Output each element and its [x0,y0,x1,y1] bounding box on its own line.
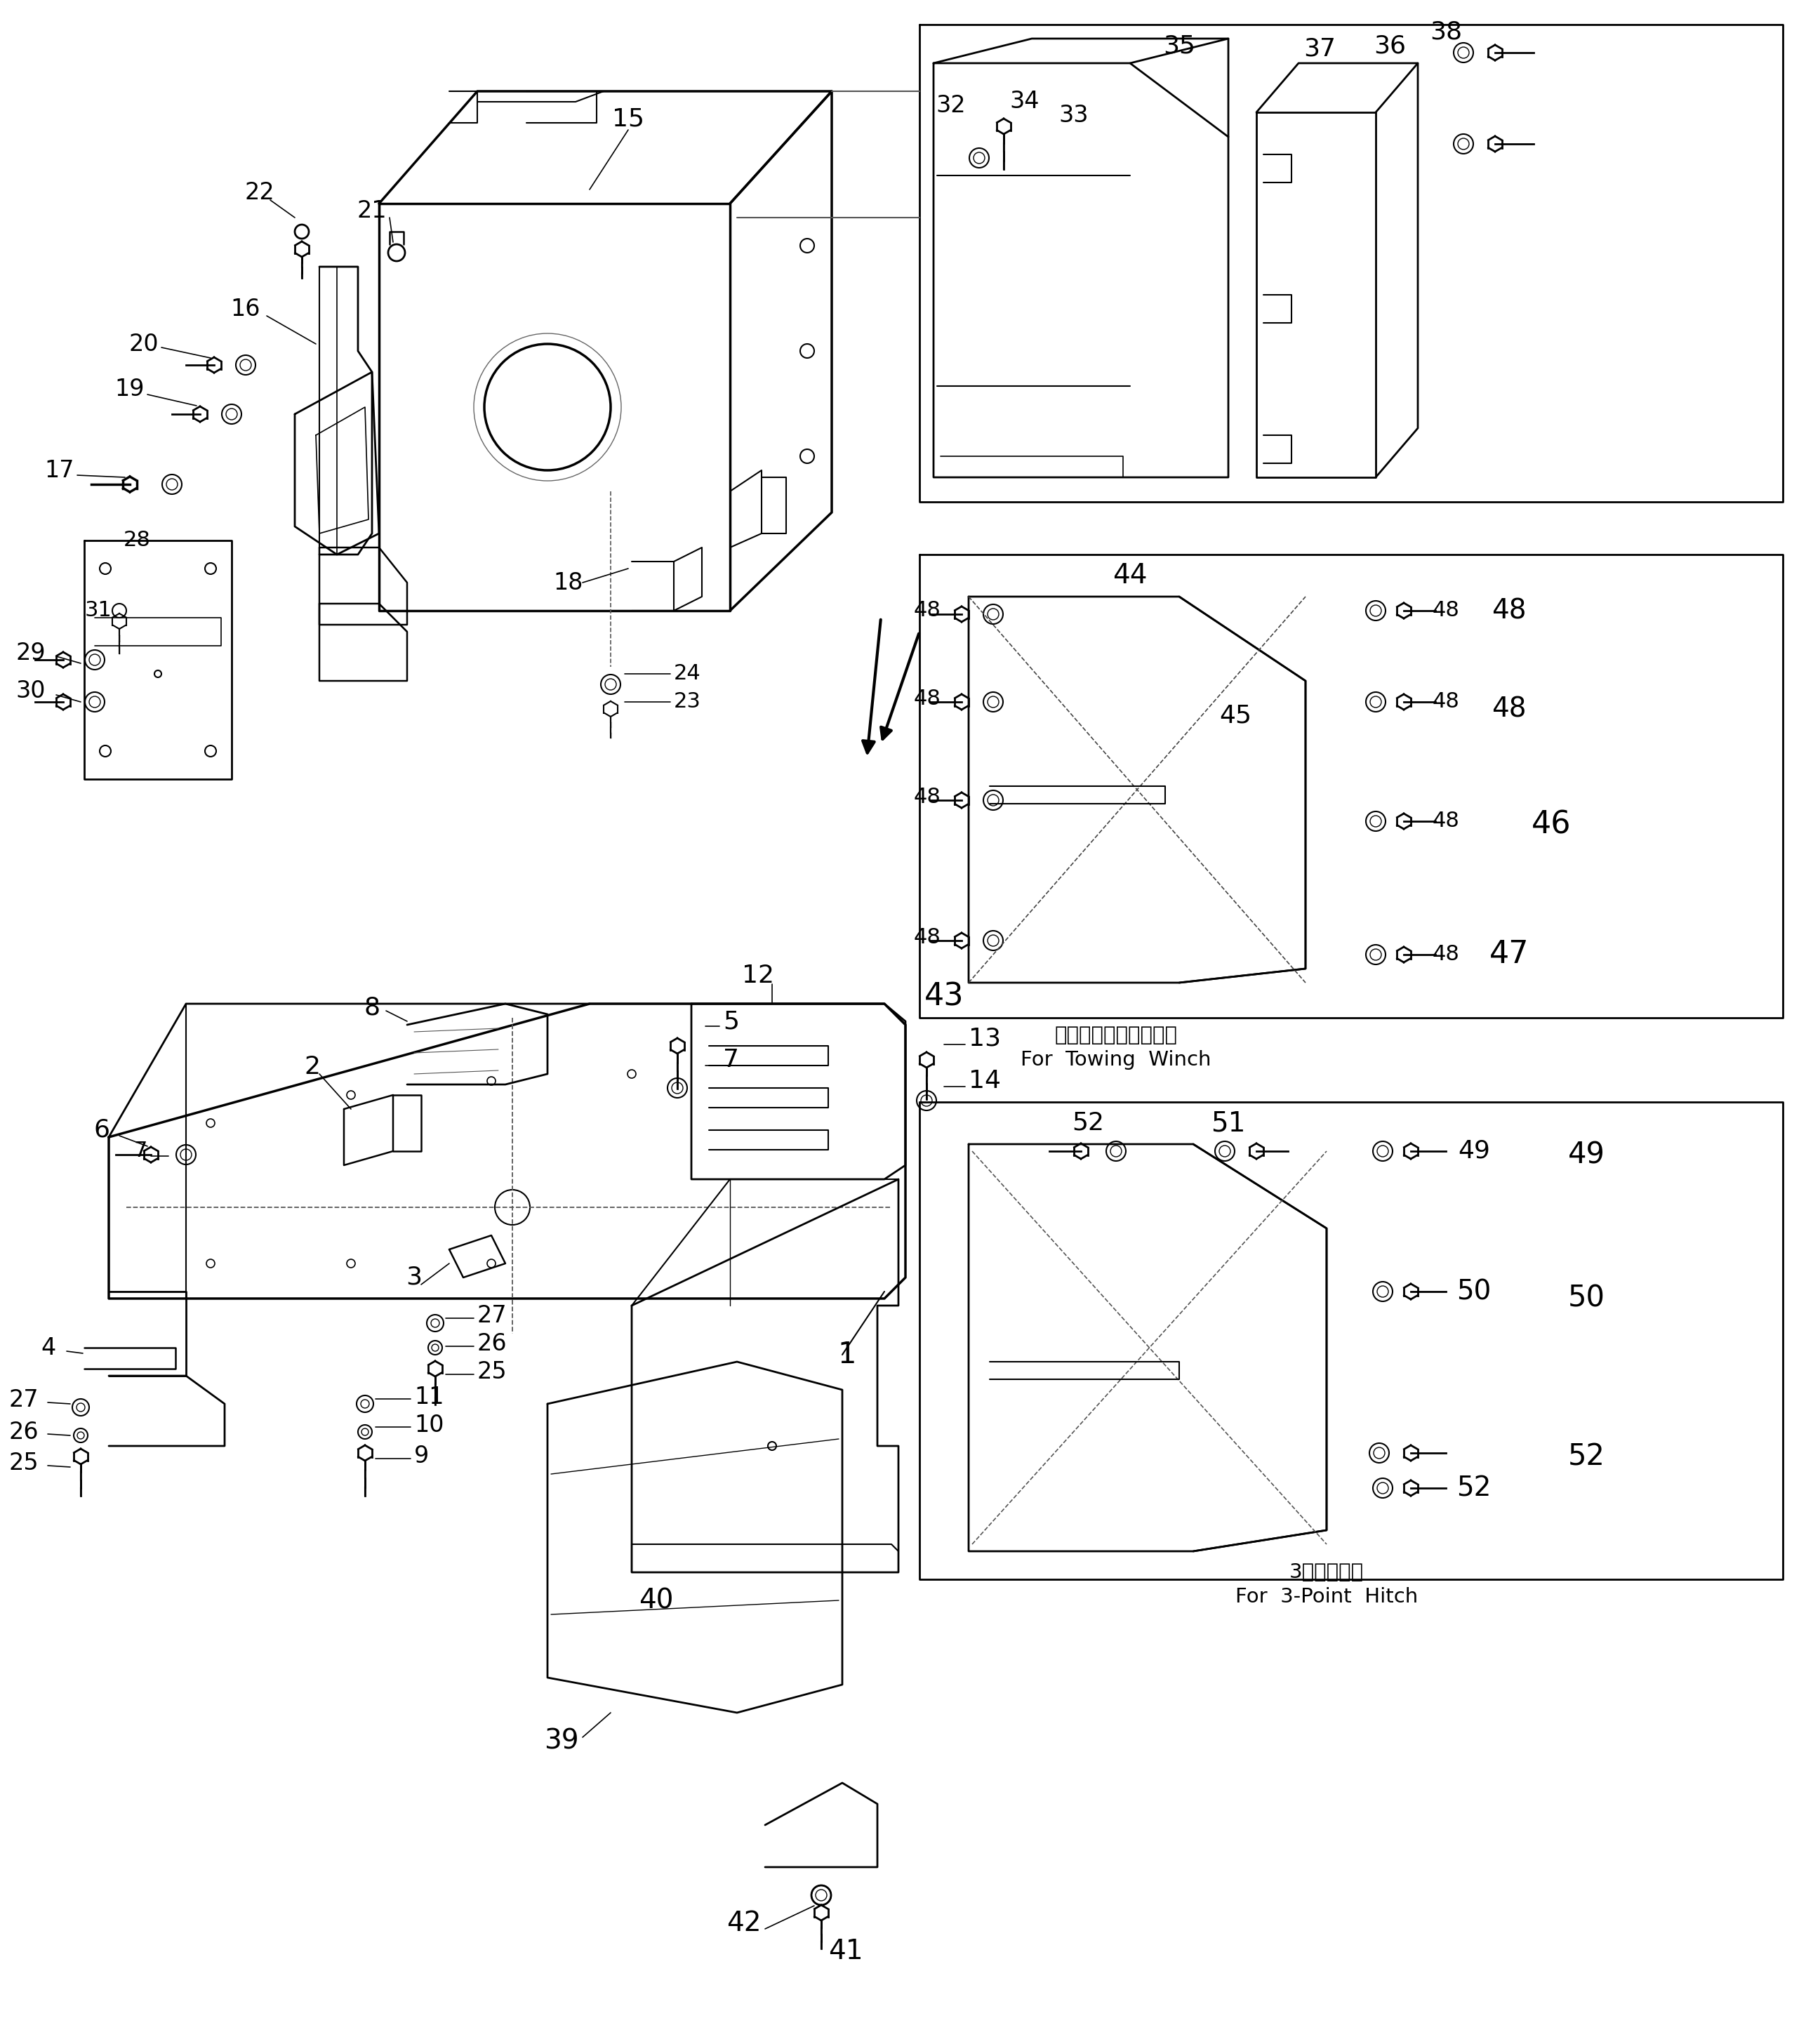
Text: 3: 3 [406,1265,422,1290]
Text: 35: 35 [1164,33,1195,57]
Text: 11: 11 [413,1386,444,1408]
Text: トゥイングウインチ用: トゥイングウインチ用 [1055,1026,1177,1044]
Text: 48: 48 [914,601,941,621]
Text: 26: 26 [477,1333,508,1355]
Text: 52: 52 [1071,1112,1104,1134]
Text: 28: 28 [123,529,150,550]
Text: 36: 36 [1374,33,1405,57]
Text: 51: 51 [1211,1110,1246,1136]
Text: 40: 40 [638,1586,674,1613]
Text: 48: 48 [1432,811,1459,832]
Text: 46: 46 [1532,809,1572,840]
Text: 29: 29 [16,642,45,664]
Text: 1: 1 [838,1341,856,1369]
Text: 50: 50 [1456,1278,1492,1304]
Text: 9: 9 [413,1445,430,1468]
Text: 24: 24 [674,664,702,685]
Text: 2: 2 [305,1055,321,1079]
Text: 26: 26 [9,1421,38,1443]
Text: 23: 23 [674,691,702,711]
Text: For  Towing  Winch: For Towing Winch [1021,1051,1211,1069]
Text: 8: 8 [364,995,381,1020]
Text: 22: 22 [245,182,276,204]
Text: 25: 25 [9,1451,38,1476]
Text: 10: 10 [413,1412,444,1437]
Text: 34: 34 [1010,90,1039,112]
Text: 43: 43 [925,981,965,1012]
Text: 48: 48 [1492,695,1527,722]
Text: 7: 7 [134,1141,147,1161]
Text: 48: 48 [914,926,941,946]
Text: 44: 44 [1113,562,1148,589]
Text: 41: 41 [829,1938,863,1964]
Text: 3点ヒッチ用: 3点ヒッチ用 [1289,1562,1363,1582]
Text: 39: 39 [544,1727,578,1754]
Text: 6: 6 [94,1118,111,1143]
Text: 50: 50 [1568,1284,1605,1314]
Text: 48: 48 [1432,691,1459,711]
Text: 49: 49 [1458,1139,1490,1163]
Text: 48: 48 [1432,944,1459,965]
Text: For  3-Point  Hitch: For 3-Point Hitch [1235,1586,1418,1607]
Text: 20: 20 [129,333,160,356]
Text: 13: 13 [968,1026,1001,1051]
Text: 49: 49 [1568,1141,1605,1169]
Text: 17: 17 [45,458,74,482]
Text: 19: 19 [114,378,145,401]
Text: 31: 31 [85,601,112,621]
Text: 7: 7 [723,1049,740,1071]
Text: 27: 27 [477,1304,508,1329]
Text: 47: 47 [1488,940,1528,969]
Text: 25: 25 [477,1361,508,1384]
Text: 27: 27 [9,1388,38,1412]
Text: 16: 16 [230,296,261,321]
Text: 38: 38 [1430,20,1461,43]
Text: 21: 21 [357,198,386,223]
Text: 5: 5 [723,1010,740,1032]
Text: 48: 48 [914,689,941,709]
Text: 15: 15 [613,108,644,131]
Text: 32: 32 [936,94,966,117]
Text: 52: 52 [1568,1441,1605,1472]
Text: 30: 30 [16,681,45,703]
Text: 52: 52 [1456,1474,1492,1502]
Text: 42: 42 [727,1909,761,1936]
Text: 14: 14 [968,1069,1001,1094]
Text: 4: 4 [42,1337,56,1359]
Text: 37: 37 [1304,37,1336,61]
Text: 18: 18 [553,570,584,595]
Text: 45: 45 [1218,703,1251,728]
Text: 33: 33 [1059,104,1090,127]
Text: 48: 48 [1492,597,1527,623]
Text: 48: 48 [914,787,941,807]
Text: 48: 48 [1432,601,1459,621]
Text: 12: 12 [742,963,774,987]
